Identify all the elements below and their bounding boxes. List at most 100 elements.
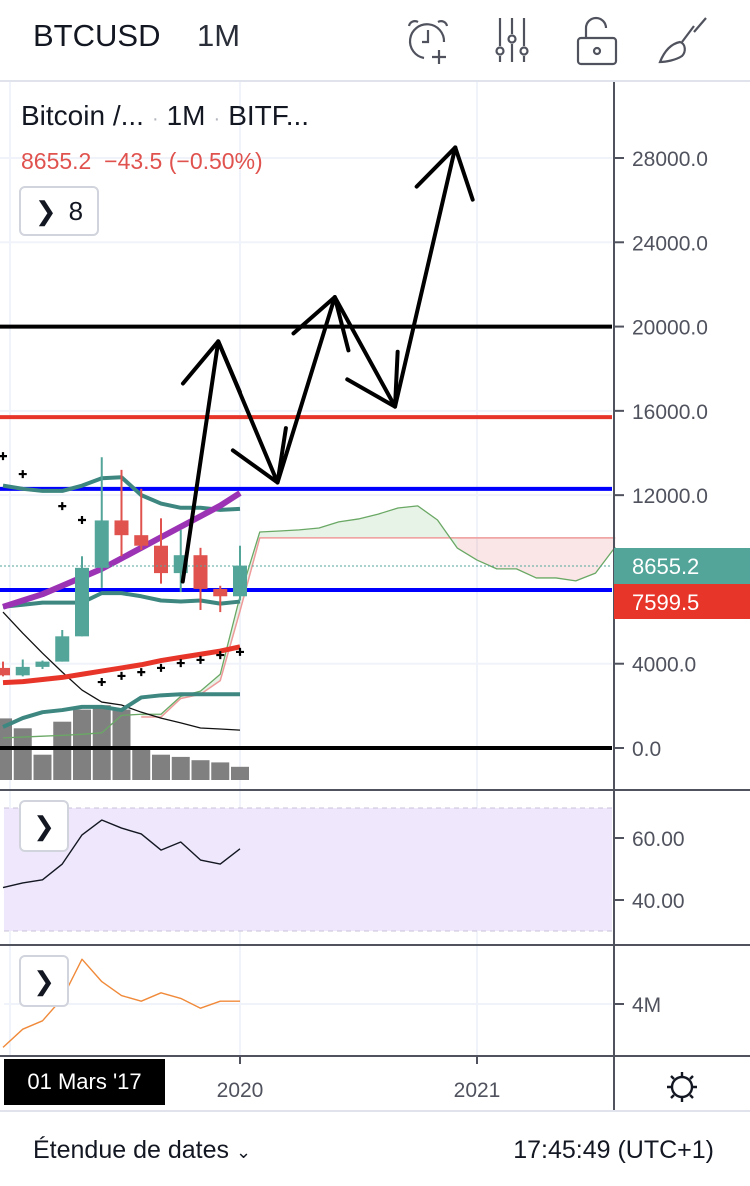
volume-legend-toggle-button[interactable]: ❯ <box>19 955 69 1007</box>
indicators-sliders-icon[interactable] <box>488 14 540 66</box>
legend-price: 8655.2 <box>21 148 92 174</box>
settings-gear-icon[interactable] <box>667 1072 697 1102</box>
sar-dot <box>58 502 67 511</box>
sar-dot <box>216 651 225 660</box>
time-tick-label: 2021 <box>454 1079 501 1102</box>
arrowhead <box>180 339 242 394</box>
arrowhead <box>291 295 351 353</box>
candle-body <box>134 535 149 546</box>
cloud-segment <box>417 505 438 538</box>
drawing-path[interactable] <box>180 145 475 584</box>
bottom-bar <box>0 1110 750 1186</box>
volume-osc-line <box>2 958 240 1048</box>
candle-body <box>94 520 109 568</box>
clock-timezone-button[interactable]: 17:45:49 (UTC+1) <box>513 1136 714 1164</box>
cloud-segment <box>319 521 339 538</box>
sar-dot <box>196 655 205 664</box>
cloud-segment <box>259 530 280 538</box>
unlock-icon[interactable] <box>572 14 624 66</box>
cloud-segment <box>477 537 497 569</box>
axis-tick-label: 16000.0 <box>632 401 708 424</box>
time-tick-label: 2020 <box>217 1079 264 1102</box>
volume-bar <box>211 762 230 780</box>
interval-button[interactable]: 1M <box>197 18 241 53</box>
thin-moving-average <box>2 611 241 731</box>
volume-bar <box>33 754 52 780</box>
cloud-segment <box>516 537 537 578</box>
price-axis[interactable]: 28000.0 24000.0 20000.0 16000.0 12000.0 4000.… <box>614 148 708 1017</box>
volume-oscillator-pane <box>2 958 240 1048</box>
sar-dot <box>97 678 106 687</box>
candle-body <box>213 588 228 597</box>
sar-dot <box>78 516 86 525</box>
legend-exchange: BITF... <box>228 100 310 131</box>
chevron-right-icon: ❯ <box>33 810 55 841</box>
last-price-badge <box>614 548 750 584</box>
teal-baseline <box>2 692 240 729</box>
cloud-segment <box>496 537 517 569</box>
axis-tick-label: 28000.0 <box>632 148 708 171</box>
cloud-segment <box>358 514 379 538</box>
candle-body <box>154 545 168 574</box>
sar-dot <box>0 452 7 461</box>
secondary-price-label: 7599.5 <box>632 590 699 615</box>
volume-bar <box>132 749 151 780</box>
drawn-zigzag-path <box>180 145 458 584</box>
sar-dot <box>157 663 165 672</box>
axis-tick-label: 24000.0 <box>632 232 708 255</box>
legend-change-pct: (−0.50%) <box>168 148 263 174</box>
axis-tick-label: 4M <box>632 994 661 1017</box>
legend-change: −43.5 <box>104 148 163 174</box>
series-legend[interactable]: Bitcoin /... · 1M · BITF... <box>21 100 310 131</box>
chevron-right-icon: ❯ <box>34 195 57 226</box>
volume-bar <box>112 709 131 780</box>
sar-dot <box>117 671 126 680</box>
purple-moving-average <box>2 490 242 610</box>
candle-body <box>0 667 10 676</box>
alarm-add-icon[interactable] <box>402 14 454 66</box>
cloud-segment <box>575 537 596 581</box>
candle-body <box>35 661 50 667</box>
arrowhead <box>414 145 475 202</box>
chevron-down-icon: ⌄ <box>235 1142 252 1162</box>
candle-body <box>114 520 129 536</box>
time-axis[interactable]: 2020 2021 <box>217 1056 501 1102</box>
legend-interval: 1M <box>166 100 206 131</box>
candle-body <box>15 666 30 676</box>
top-toolbar: BTCUSD 1M <box>0 0 750 82</box>
legend-values: 8655.2 −43.5 (−0.50%) <box>21 148 263 175</box>
rsi-line <box>2 819 241 889</box>
horizontal-lines[interactable] <box>0 324 612 750</box>
sar-dot <box>236 647 244 656</box>
symbol-button[interactable]: BTCUSD <box>33 18 161 53</box>
axis-tick-label: 4000.0 <box>632 654 696 677</box>
cloud-segment <box>457 537 477 561</box>
date-range-button[interactable]: Étendue de dates ⌄ <box>33 1136 252 1164</box>
cloud-span-b <box>141 537 616 718</box>
candle-body <box>75 567 89 637</box>
rsi-legend-toggle-button[interactable]: ❯ <box>19 800 69 852</box>
cloud-segment <box>398 505 418 538</box>
volume-bar <box>92 705 111 780</box>
cloud-segment <box>279 529 300 538</box>
candle-body <box>193 555 208 589</box>
indicators-toggle-button[interactable]: ❯ 8 <box>19 186 99 236</box>
axis-tick-label: 20000.0 <box>632 317 708 340</box>
indicators-count: 8 <box>68 195 84 226</box>
volume-bar <box>13 728 32 780</box>
arrowhead <box>230 426 288 485</box>
red-moving-average <box>2 644 241 686</box>
axis-tick-label: 40.00 <box>632 890 685 913</box>
crosshair-date-label: 01 Mars '17 <box>4 1059 165 1105</box>
rsi-band <box>4 808 612 931</box>
volume-bar <box>73 709 91 780</box>
volume-bar <box>152 754 170 780</box>
chevron-right-icon: ❯ <box>33 965 55 996</box>
candle-body <box>55 636 70 662</box>
volume-bar <box>191 760 210 780</box>
cloud-segment <box>378 507 398 538</box>
ichimoku-cloud <box>2 505 616 739</box>
drawing-brush-icon[interactable] <box>656 14 708 66</box>
volume-bars <box>0 705 249 780</box>
